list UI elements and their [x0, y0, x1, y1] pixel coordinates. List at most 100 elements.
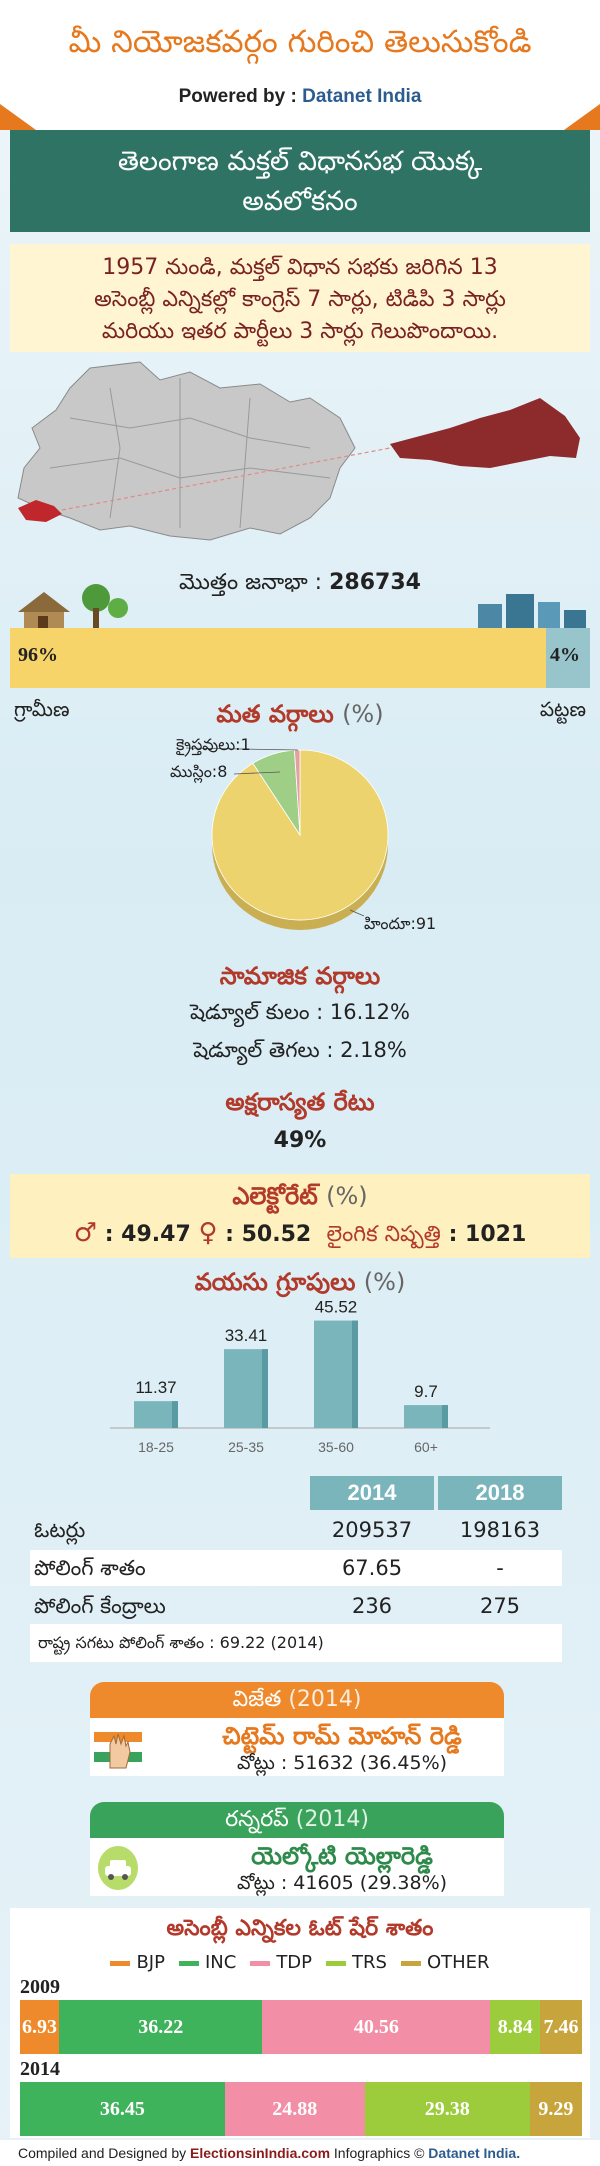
pie-leader-christian	[185, 747, 299, 751]
year-label-2014: 2014	[20, 2058, 60, 2080]
literacy-value: 49%	[273, 1128, 327, 1153]
congress-hand-icon	[94, 1732, 142, 1769]
table-row: పోలింగ్ శాతం 67.65 -	[30, 1550, 562, 1586]
table-row: ఓటర్లు 209537 198163	[30, 1512, 562, 1548]
male-percent: : 49.47	[104, 1222, 191, 1247]
population-label: మొత్తం జనాభా :	[179, 570, 323, 595]
age-bar-18-25	[134, 1401, 178, 1428]
religion-title: మత వర్గాలు (%)	[0, 700, 600, 734]
winner-year: (2014)	[288, 1687, 362, 1712]
age-tick-label: 25-35	[228, 1439, 264, 1455]
age-tick-label: 18-25	[138, 1439, 174, 1455]
legend-label: OTHER	[426, 1952, 490, 1973]
runnerup-votes: వోట్లు : 41605 (29.38%)	[236, 1872, 448, 1894]
runnerup-card: యెల్కోటి యెల్లారెడ్డి వోట్లు : 41605 (29…	[90, 1838, 504, 1896]
legend-label: BJP	[136, 1952, 165, 1973]
rural-label: గ్రామీణ	[14, 697, 70, 721]
age-value-label: 11.37	[135, 1378, 176, 1397]
constituency-map	[17, 361, 580, 541]
legend-label: TDP	[276, 1952, 313, 1973]
banner-line-2: అవలోకనం	[242, 186, 358, 217]
legend-label: TRS	[352, 1952, 387, 1973]
runnerup-year: (2014)	[295, 1807, 369, 1832]
female-percent: : 50.52	[225, 1222, 312, 1247]
electorate-title: ఎలెక్టోరేట్ (%)	[10, 1182, 590, 1216]
age-value-label: 45.52	[315, 1300, 358, 1317]
legend-swatch	[250, 1960, 271, 1966]
age-bar-shade-60+	[442, 1405, 448, 1428]
vote-share-row-2014: 36.45 24.88 29.38 9.29	[20, 2082, 582, 2136]
overview-banner: తెలంగాణ మక్తల్ విధానసభ యొక్క అవలోకనం	[10, 130, 590, 232]
pie-label-muslim: ముస్లిం:8	[170, 762, 228, 781]
vote-share-row-2009: 6.93 36.22 40.56 8.84 7.46	[20, 2000, 582, 2054]
age-tick-label: 35-60	[318, 1439, 354, 1455]
row-label-voters: ఓటర్లు	[34, 1518, 86, 1542]
religion-unit: (%)	[342, 700, 384, 728]
rural-percent: 96%	[18, 644, 58, 666]
age-bar-shade-35-60	[352, 1320, 358, 1428]
winner-name: చిట్టెమ్ రామ్ మోహన్ రెడ్డి	[222, 1722, 462, 1750]
legend-item-bjp: BJP	[110, 1952, 165, 1973]
footer-compiled: Compiled and Designed by	[18, 2145, 187, 2161]
summary-line-3: మరియు ఇతర పార్టీలు 3 సార్లు గెలుపొందాయి.	[101, 319, 499, 344]
state-average-note: రాష్ట్ర సగటు పోలింగ్ శాతం : 69.22 (2014)	[30, 1624, 562, 1662]
powered-by-label: Powered by :	[178, 86, 297, 107]
vote-share-tdp-2009: 40.56	[262, 2000, 491, 2054]
legend-swatch	[400, 1960, 421, 1966]
urban-percent: 4%	[550, 644, 580, 666]
district-lines	[49, 378, 331, 529]
pie-leader-muslim	[233, 771, 281, 775]
stations-2014: 236	[351, 1594, 393, 1618]
runnerup-header: రన్నరప్ (2014)	[90, 1802, 504, 1838]
table-header-2014: 2014	[310, 1476, 434, 1510]
voters-2014: 209537	[331, 1518, 413, 1542]
constituency-highlight-small	[18, 500, 62, 522]
legend-item-inc: INC	[178, 1952, 237, 1973]
village-icon	[18, 584, 128, 628]
urban-label: పట్టణ	[539, 697, 586, 721]
religion-pie-chart	[185, 747, 389, 930]
age-unit: (%)	[363, 1268, 406, 1296]
sc-row: షెడ్యూల్ కులం : 16.12%	[190, 1000, 410, 1024]
st-row: షెడ్యూల్ తెగలు : 2.18%	[193, 1038, 407, 1062]
age-bar-35-60	[314, 1320, 358, 1428]
population-bar: 96% 4%	[10, 628, 590, 688]
legend-item-trs: TRS	[326, 1952, 387, 1973]
vote-share-trs-2014: 29.38	[364, 2082, 530, 2136]
table-row: పోలింగ్ కేంద్రాలు 236 275	[30, 1588, 562, 1624]
age-bar-shade-18-25	[172, 1401, 178, 1428]
legend-label: INC	[204, 1952, 237, 1973]
runnerup-name: యెల్కోటి యెల్లారెడ్డి	[251, 1842, 433, 1870]
male-icon: ♂	[73, 1218, 98, 1248]
row-label-turnout: పోలింగ్ శాతం	[34, 1556, 146, 1580]
vote-share-bjp-2009: 6.93	[20, 2000, 59, 2054]
city-icon	[478, 594, 586, 630]
vote-share-inc-2009: 36.22	[58, 2000, 263, 2054]
constituency-map-zoom	[390, 398, 580, 468]
total-population: మొత్తం జనాభా : 286734	[0, 570, 600, 600]
electorate-box: ఎలెక్టోరేట్ (%) ♂ : 49.47 ♀ : 50.52 లైంగ…	[10, 1174, 590, 1258]
runnerup-title: రన్నరప్	[225, 1807, 289, 1832]
vote-share-section: అసెంబ్లీ ఎన్నికల ఓట్ షేర్ శాతం BJP INC TDP…	[10, 1908, 590, 2138]
table-header-2018: 2018	[438, 1476, 562, 1510]
legend-swatch	[178, 1960, 199, 1966]
vote-share-trs-2009: 8.84	[490, 2000, 541, 2054]
stations-2018: 275	[479, 1594, 521, 1618]
sex-ratio-label: లైంగిక నిష్పత్తి	[326, 1222, 441, 1247]
age-title-text: వయసు గ్రూపులు	[194, 1268, 356, 1296]
vote-share-legend: BJP INC TDP TRS OTHER	[10, 1952, 590, 1973]
legend-swatch	[110, 1960, 131, 1966]
page-title: మీ నియోజకవర్గం గురించి తెలుసుకోండి	[68, 24, 532, 60]
age-bar-shade-25-35	[262, 1349, 268, 1428]
footer-infographics: Infographics ©	[333, 2145, 425, 2161]
age-title: వయసు గ్రూపులు (%)	[0, 1268, 600, 1302]
pie-leader-hindu	[349, 909, 365, 917]
legend-item-tdp: TDP	[250, 1952, 312, 1973]
pie-label-christian: క్రైస్తవులు:1	[176, 735, 251, 754]
powered-by: Powered by : Datanet India	[0, 86, 600, 108]
brand-name: Datanet India	[302, 86, 422, 107]
summary-line-1: 1957 నుండి, మక్తల్ విధాన సభకు జరిగిన 13	[102, 255, 498, 280]
winner-votes: వోట్లు : 51632 (36.45%)	[236, 1752, 448, 1774]
winner-title: విజేత	[232, 1687, 282, 1712]
